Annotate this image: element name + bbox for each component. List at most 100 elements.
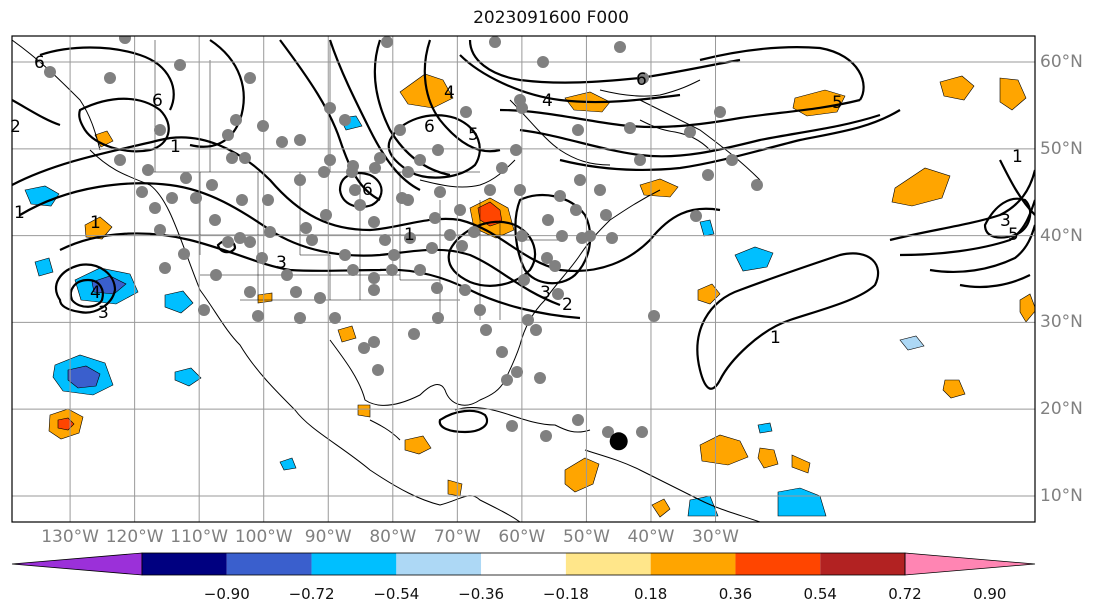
observation-site-dot	[136, 186, 148, 198]
observation-site-dot	[234, 232, 246, 244]
latitude-label: 60°N	[1040, 52, 1083, 73]
longitude-label: 40°W	[627, 527, 675, 547]
negative-anomaly-patch	[699, 219, 715, 237]
observation-site-dot	[368, 284, 380, 296]
observation-site-dot	[314, 292, 326, 304]
observation-site-dot	[244, 286, 256, 298]
longitude-label: 120°W	[105, 527, 164, 547]
observation-site-dot	[459, 284, 471, 296]
observation-site-dot	[294, 134, 306, 146]
negative-anomaly-patch	[757, 422, 773, 434]
observation-site-dot	[222, 236, 234, 248]
contour-label: 4	[90, 283, 101, 303]
contour-label: 5	[468, 125, 479, 145]
colorbar-segment	[650, 553, 736, 575]
observation-site-dot	[381, 36, 393, 48]
colorbar-segment	[396, 553, 482, 575]
positive-anomaly-patch	[337, 325, 357, 343]
observation-site-dot	[222, 129, 234, 141]
observation-site-dot	[600, 209, 612, 221]
colorbar-tick-label: 0.18	[633, 585, 668, 603]
observation-site-dot	[542, 214, 554, 226]
weather-map: 6 6 6 6 6 5 5 5 4 4 4 3 3 3 3 2 2 1 1 1 …	[10, 35, 1036, 523]
observation-site-dot	[522, 314, 534, 326]
positive-anomaly-patch	[699, 434, 749, 466]
contour-label: 4	[444, 83, 455, 103]
observation-site-dot	[496, 346, 508, 358]
latitude-label: 50°N	[1040, 138, 1083, 159]
colorbar-segment	[226, 553, 312, 575]
colorbar-tick-label: 0.90	[973, 585, 1007, 603]
positive-anomaly-patch	[791, 454, 811, 474]
positive-anomaly-patch	[697, 283, 721, 305]
contour-label: 1	[170, 137, 181, 157]
observation-site-dot	[119, 36, 131, 44]
observation-site-dot	[414, 264, 426, 276]
colorbar-tick-label: −0.18	[542, 585, 589, 603]
observation-site-dot	[534, 372, 546, 384]
observation-site-dot	[484, 184, 496, 196]
observation-site-dot	[552, 288, 564, 300]
observation-site-dot	[751, 179, 763, 191]
observation-site-dot	[306, 234, 318, 246]
observation-site-dot	[572, 414, 584, 426]
observation-site-dot	[324, 154, 336, 166]
positive-anomaly-patch	[939, 75, 975, 101]
observation-site-dot	[329, 312, 341, 324]
observation-site-dot	[159, 262, 171, 274]
storm-position-marker	[609, 432, 628, 451]
observation-site-dot	[174, 59, 186, 71]
observation-site-dot	[294, 174, 306, 186]
colorbar-segment	[311, 553, 397, 575]
positive-anomaly-patch	[404, 435, 432, 455]
longitude-label: 60°W	[498, 527, 546, 547]
contour-label: 5	[832, 93, 843, 113]
map-frame	[11, 35, 1036, 523]
observation-site-dot	[236, 194, 248, 206]
colorbar-outline	[141, 552, 906, 576]
observation-site-dot	[690, 210, 702, 222]
contour-label: 1	[14, 203, 25, 223]
negative-anomaly-patch	[279, 457, 297, 471]
observation-site-dot	[294, 312, 306, 324]
observation-site-dot	[300, 222, 312, 234]
observation-site-dot	[281, 269, 293, 281]
observation-site-dot	[602, 426, 614, 438]
observation-site-dot	[349, 184, 361, 196]
longitude-label: 30°W	[692, 527, 739, 547]
latitude-label: 30°N	[1040, 312, 1083, 333]
positive-anomaly-patch	[891, 167, 951, 207]
colorbar-tick-label: −0.36	[458, 585, 505, 603]
observation-site-dot	[264, 226, 276, 238]
observation-site-dot	[404, 232, 416, 244]
observation-site-dot	[432, 312, 444, 324]
positive-anomaly-patch	[564, 457, 600, 493]
observation-site-dot	[190, 192, 202, 204]
observation-site-dot	[489, 36, 501, 48]
observation-site-dot	[386, 264, 398, 276]
longitude-label: 100°W	[234, 527, 293, 547]
latitude-label: 20°N	[1040, 399, 1083, 420]
observation-site-dot	[506, 420, 518, 432]
observation-site-dot	[209, 214, 221, 226]
longitude-label: 110°W	[170, 527, 229, 547]
colorbar-tick-label: 0.54	[803, 585, 837, 603]
map-title: 2023091600 F000	[473, 8, 629, 28]
coastlines	[12, 39, 761, 522]
longitude-label: 50°W	[562, 527, 610, 547]
observation-site-dot	[368, 336, 380, 348]
observation-site-dot	[339, 249, 351, 261]
contour-label: 5	[1008, 225, 1019, 245]
colorbar-tick-label: −0.54	[373, 585, 420, 603]
observation-site-dot	[636, 426, 648, 438]
negative-anomaly-patch	[67, 365, 101, 389]
contour-label: 4	[542, 91, 553, 111]
contour-label: 3	[98, 303, 109, 323]
contour-labels: 6 6 6 6 6 5 5 5 4 4 4 3 3 3 3 2 2 1 1 1 …	[10, 53, 1023, 348]
negative-anomaly-patch	[164, 290, 194, 314]
observation-site-dot	[402, 166, 414, 178]
observation-site-dot	[347, 264, 359, 276]
observation-site-dot	[431, 282, 443, 294]
observation-site-dot	[516, 102, 528, 114]
observation-site-dot	[142, 164, 154, 176]
